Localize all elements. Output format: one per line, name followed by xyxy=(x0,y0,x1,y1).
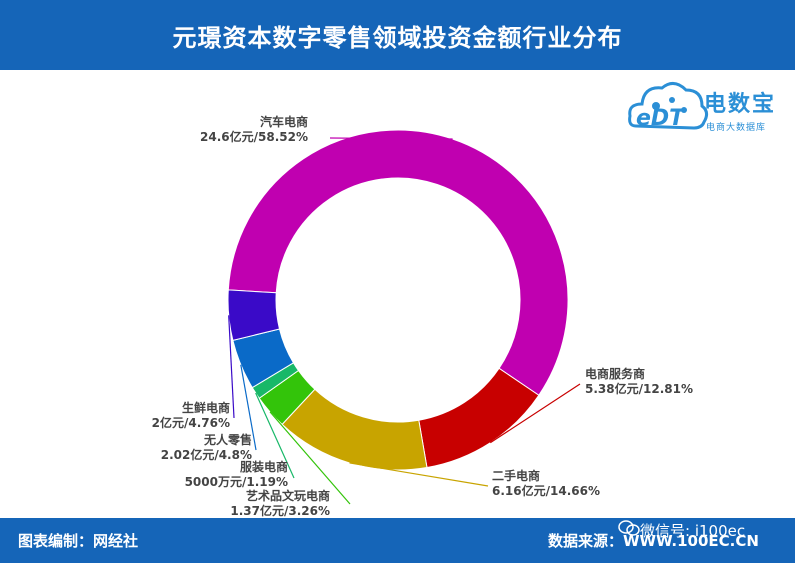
logo-mark: eDT xyxy=(636,106,685,131)
slice-6 xyxy=(227,289,281,341)
title-bar: 元璟资本数字零售领域投资金额行业分布 xyxy=(0,0,795,70)
cloud-logo-icon xyxy=(628,82,709,130)
footer-source: 数据来源：WWW.100EC.CN xyxy=(548,532,759,550)
slice-name-5: 无人零售 xyxy=(203,432,252,447)
slice-0 xyxy=(227,129,569,396)
leader-line-5 xyxy=(240,364,257,451)
slice-1 xyxy=(418,367,540,469)
logo-name: 电数宝 xyxy=(704,92,777,117)
slice-value-4: 5000万元/1.19% xyxy=(185,475,288,489)
leader-line-0 xyxy=(329,137,453,140)
slice-value-6: 2亿元/4.76% xyxy=(152,415,230,430)
slice-value-5: 2.02亿元/4.8% xyxy=(161,447,252,462)
leader-line-3 xyxy=(269,411,351,505)
footer-credit: 图表编制：网经社 xyxy=(18,532,139,550)
slice-name-1: 电商服务商 xyxy=(585,366,645,381)
wechat-watermark: 微信号: i100ec xyxy=(640,522,746,540)
leader-line-6 xyxy=(228,315,235,419)
slice-name-6: 生鲜电商 xyxy=(182,400,230,415)
leader-line-4 xyxy=(255,392,295,479)
leader-lines xyxy=(228,137,581,505)
slice-name-0: 汽车电商 xyxy=(260,114,308,129)
slice-name-4: 服装电商 xyxy=(240,459,288,474)
leader-line-1 xyxy=(489,383,581,444)
logo-tagline: 电商大数据库 xyxy=(706,123,767,133)
footer-bar: 图表编制：网经社 数据来源：WWW.100EC.CN xyxy=(0,518,795,563)
page-title: 元璟资本数字零售领域投资金额行业分布 xyxy=(172,23,623,52)
wechat-icon xyxy=(618,520,640,536)
slice-value-1: 5.38亿元/12.81% xyxy=(585,381,693,396)
slice-name-2: 二手电商 xyxy=(492,468,540,483)
slice-value-2: 6.16亿元/14.66% xyxy=(492,483,600,498)
leader-line-2 xyxy=(349,462,489,487)
donut-slices xyxy=(227,129,569,471)
slice-value-0: 24.6亿元/58.52% xyxy=(200,129,308,144)
slice-name-3: 艺术品文玩电商 xyxy=(246,488,330,503)
slice-value-3: 1.37亿元/3.26% xyxy=(230,503,330,518)
